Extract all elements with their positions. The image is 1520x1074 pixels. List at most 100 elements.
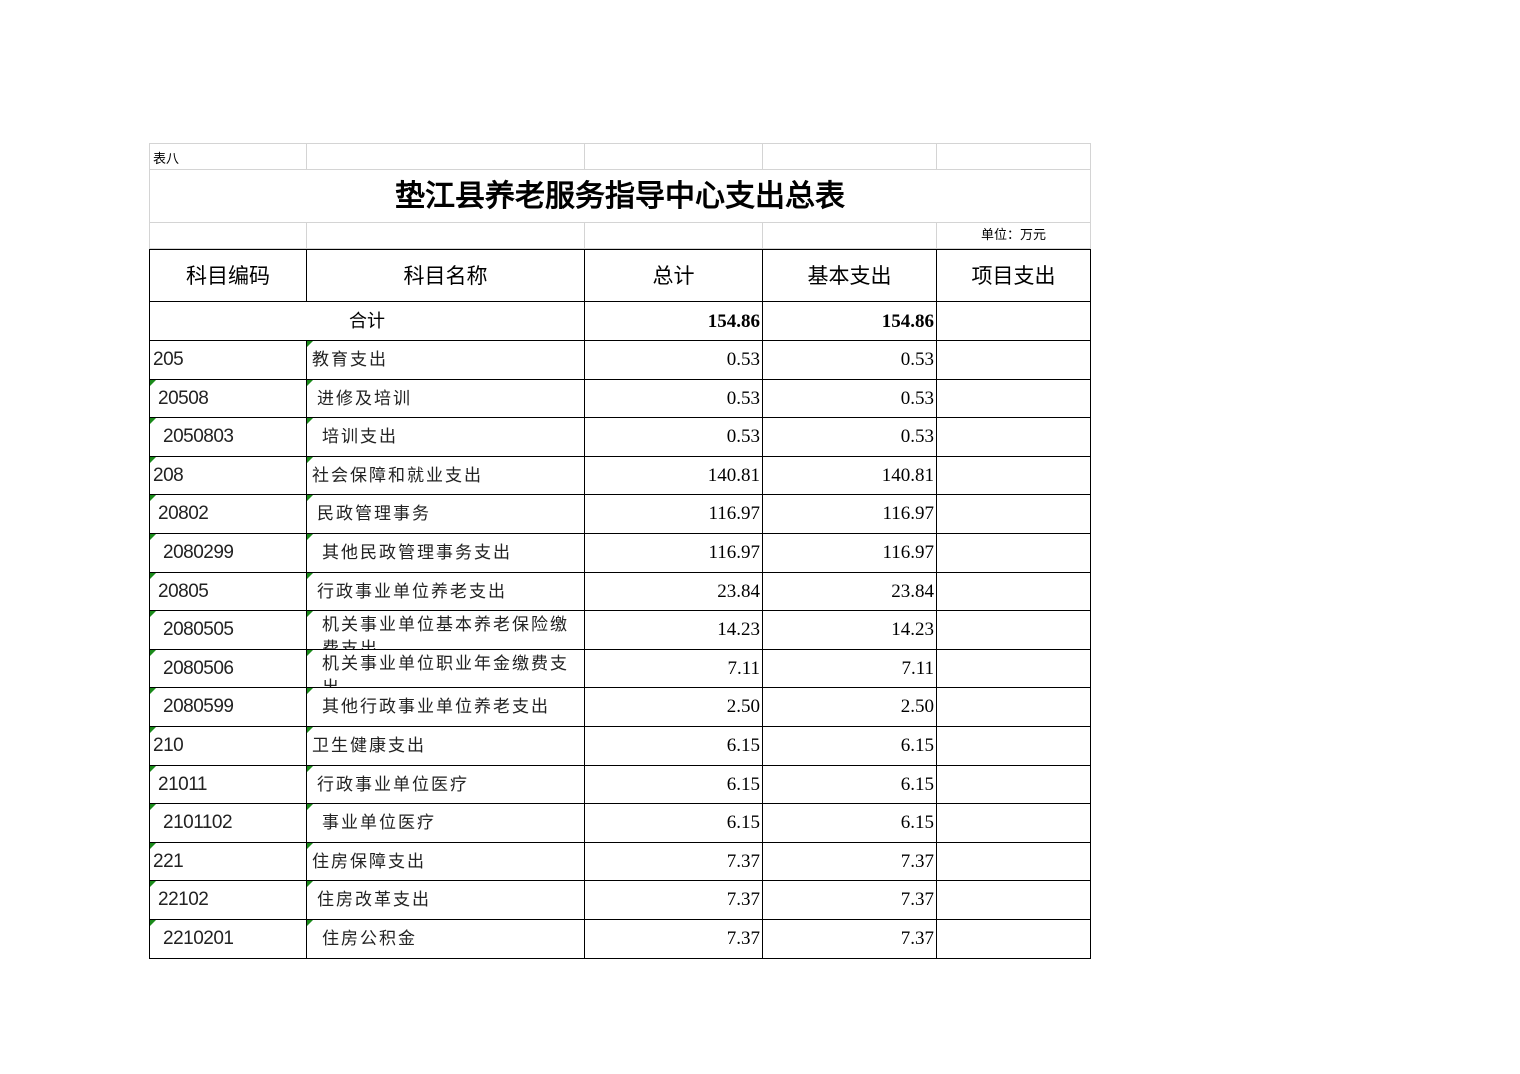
row-project xyxy=(937,495,1091,534)
row-name: 民政管理事务 xyxy=(307,495,585,534)
row-name: 住房保障支出 xyxy=(307,842,585,882)
row-code: 20805 xyxy=(149,572,307,612)
row-code: 205 xyxy=(149,341,307,380)
row-code: 2210201 xyxy=(149,919,307,959)
row-total: 7.11 xyxy=(585,649,763,689)
table-label: 表八 xyxy=(149,144,307,170)
row-total: 23.84 xyxy=(585,572,763,612)
row-basic: 6.15 xyxy=(763,804,937,843)
row-code: 21011 xyxy=(149,765,307,805)
row-total: 6.15 xyxy=(585,726,763,766)
header-code: 科目编码 xyxy=(149,250,307,302)
table-row: 2101102 事业单位医疗 6.15 6.15 xyxy=(149,804,1091,843)
row-total: 0.53 xyxy=(585,379,763,419)
row-total: 2.50 xyxy=(585,688,763,727)
row-total: 7.37 xyxy=(585,842,763,882)
row-basic: 23.84 xyxy=(763,572,937,612)
row-project xyxy=(937,456,1091,496)
header-total: 总计 xyxy=(585,250,763,302)
table-row: 210 卫生健康支出 6.15 6.15 xyxy=(149,726,1091,766)
total-label: 合计 xyxy=(149,302,585,341)
row-code: 2080505 xyxy=(149,611,307,650)
header-basic: 基本支出 xyxy=(763,250,937,302)
row-name: 机关事业单位基本养老保险缴费支出 xyxy=(307,611,585,650)
row-basic: 7.37 xyxy=(763,842,937,882)
row-basic: 7.11 xyxy=(763,649,937,689)
row-name: 事业单位医疗 xyxy=(307,804,585,843)
total-total: 154.86 xyxy=(585,302,763,341)
row-basic: 0.53 xyxy=(763,341,937,380)
row-name: 住房改革支出 xyxy=(307,881,585,920)
row-name: 培训支出 xyxy=(307,418,585,457)
row-project xyxy=(937,804,1091,843)
row-total: 14.23 xyxy=(585,611,763,650)
row-total: 6.15 xyxy=(585,804,763,843)
row-project xyxy=(937,379,1091,419)
row-basic: 6.15 xyxy=(763,726,937,766)
row-name: 其他行政事业单位养老支出 xyxy=(307,688,585,727)
row-code: 2080299 xyxy=(149,533,307,573)
row-project xyxy=(937,649,1091,689)
row-code: 2050803 xyxy=(149,418,307,457)
row-code: 2080506 xyxy=(149,649,307,689)
row-basic: 7.37 xyxy=(763,919,937,959)
row-total: 0.53 xyxy=(585,418,763,457)
row-total: 7.37 xyxy=(585,881,763,920)
row-code: 20802 xyxy=(149,495,307,534)
table-row: 2080599 其他行政事业单位养老支出 2.50 2.50 xyxy=(149,688,1091,727)
row-basic: 116.97 xyxy=(763,495,937,534)
row-code: 2101102 xyxy=(149,804,307,843)
row-total: 0.53 xyxy=(585,341,763,380)
row-code: 210 xyxy=(149,726,307,766)
row-project xyxy=(937,572,1091,612)
header-project: 项目支出 xyxy=(937,250,1091,302)
unit-label: 单位：万元 xyxy=(937,223,1091,249)
row-code: 2080599 xyxy=(149,688,307,727)
row-code: 221 xyxy=(149,842,307,882)
row-code: 208 xyxy=(149,456,307,496)
total-project xyxy=(937,302,1091,341)
table-row: 20805 行政事业单位养老支出 23.84 23.84 xyxy=(149,572,1091,612)
row-project xyxy=(937,341,1091,380)
table-row: 20802 民政管理事务 116.97 116.97 xyxy=(149,495,1091,534)
row-name: 卫生健康支出 xyxy=(307,726,585,766)
row-basic: 6.15 xyxy=(763,765,937,805)
total-basic: 154.86 xyxy=(763,302,937,341)
table-row: 2050803 培训支出 0.53 0.53 xyxy=(149,418,1091,457)
row-name: 机关事业单位职业年金缴费支出 xyxy=(307,649,585,689)
table-row: 221 住房保障支出 7.37 7.37 xyxy=(149,842,1091,882)
row-name: 住房公积金 xyxy=(307,919,585,959)
row-code: 22102 xyxy=(149,881,307,920)
row-project xyxy=(937,726,1091,766)
table-row: 208 社会保障和就业支出 140.81 140.81 xyxy=(149,456,1091,496)
row-total: 116.97 xyxy=(585,495,763,534)
row-total: 116.97 xyxy=(585,533,763,573)
table-row: 205 教育支出 0.53 0.53 xyxy=(149,341,1091,380)
row-basic: 7.37 xyxy=(763,881,937,920)
row-project xyxy=(937,418,1091,457)
table-row: 20508 进修及培训 0.53 0.53 xyxy=(149,379,1091,419)
row-name: 进修及培训 xyxy=(307,379,585,419)
row-basic: 0.53 xyxy=(763,379,937,419)
row-total: 7.37 xyxy=(585,919,763,959)
row-basic: 2.50 xyxy=(763,688,937,727)
row-project xyxy=(937,765,1091,805)
page-title: 垫江县养老服务指导中心支出总表 xyxy=(149,170,1091,223)
table-row: 21011 行政事业单位医疗 6.15 6.15 xyxy=(149,765,1091,805)
row-code: 20508 xyxy=(149,379,307,419)
total-row: 合计 154.86 154.86 xyxy=(149,302,1091,341)
row-basic: 14.23 xyxy=(763,611,937,650)
row-name: 行政事业单位养老支出 xyxy=(307,572,585,612)
row-name: 教育支出 xyxy=(307,341,585,380)
header-name: 科目名称 xyxy=(307,250,585,302)
row-name: 其他民政管理事务支出 xyxy=(307,533,585,573)
row-project xyxy=(937,611,1091,650)
table-row: 2210201 住房公积金 7.37 7.37 xyxy=(149,919,1091,959)
table-row: 2080299 其他民政管理事务支出 116.97 116.97 xyxy=(149,533,1091,573)
row-basic: 140.81 xyxy=(763,456,937,496)
row-project xyxy=(937,533,1091,573)
table-row: 2080506 机关事业单位职业年金缴费支出 7.11 7.11 xyxy=(149,649,1091,689)
row-project xyxy=(937,881,1091,920)
row-basic: 116.97 xyxy=(763,533,937,573)
row-name: 行政事业单位医疗 xyxy=(307,765,585,805)
